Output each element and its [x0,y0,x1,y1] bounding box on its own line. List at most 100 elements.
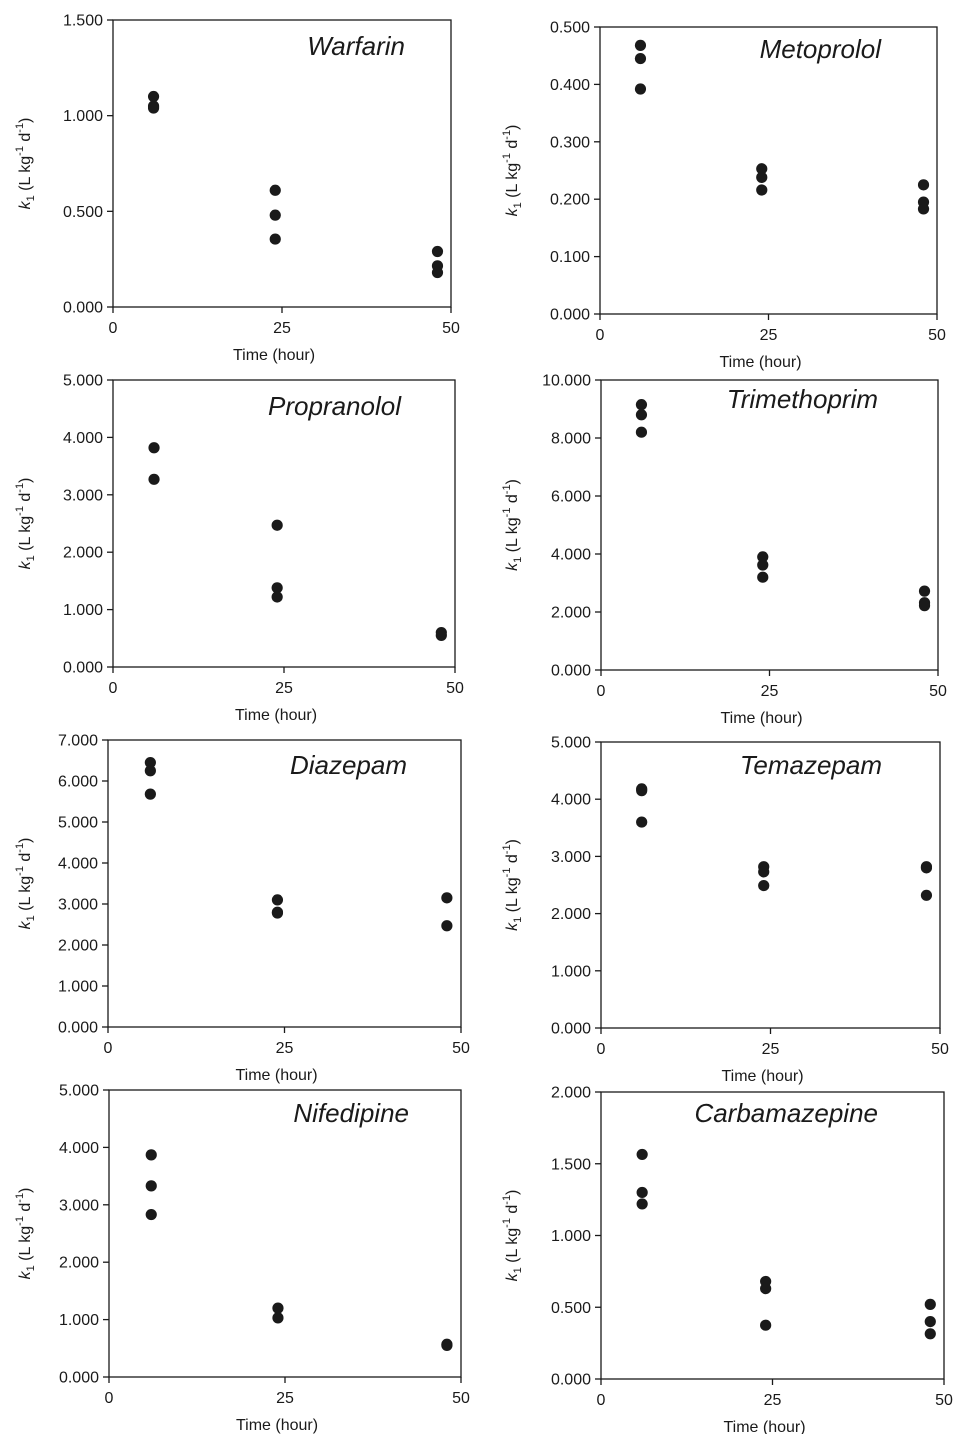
y-tick-label: 0.500 [551,1300,591,1317]
x-tick-label: 0 [105,1390,114,1407]
data-point [635,426,648,438]
data-point [269,184,281,196]
x-axis-label: Time (hour) [236,1417,318,1434]
x-tick-label: 25 [273,320,291,337]
y-tick-label: 2.000 [551,1085,591,1102]
x-axis-label: Time (hour) [233,347,315,364]
x-axis-label: Time (hour) [720,710,802,727]
x-tick-label: 0 [597,1041,606,1058]
y-tick-label: 2.000 [551,906,591,923]
data-point [634,39,647,51]
y-tick-label: 4.000 [63,430,103,447]
y-tick-label: 6.000 [58,774,98,791]
data-point [756,171,768,183]
panel-title: Trimethoprim [727,384,878,414]
y-tick-label: 4.000 [551,547,591,564]
y-tick-label: 0.000 [551,1021,591,1038]
y-tick-label: 7.000 [58,733,98,750]
data-point [756,163,768,175]
y-axis-label: k1 (L kg-1 d-1) [501,839,524,931]
data-point [145,1208,157,1221]
data-point [636,1186,648,1199]
data-point [635,399,648,411]
y-axis-label: k1 (L kg-1 d-1) [14,838,37,930]
data-point [144,756,156,769]
y-tick-label: 2.000 [58,938,98,955]
chart-panel-1: 0.000 0.500 1.000 1.500 0 25 50 Time (hour) k1 (… [14,13,460,365]
x-tick-label: 0 [109,320,118,337]
plot-frame [112,19,452,308]
y-tick-label: 2.000 [551,605,591,622]
data-point [147,102,160,114]
y-tick-label: 0.000 [58,1020,98,1037]
y-tick-label: 5.000 [58,815,98,832]
data-point [431,266,444,279]
y-axis-label: k1 (L kg-1 d-1) [14,478,37,570]
x-tick-label: 50 [931,1041,949,1058]
y-tick-label: 1.000 [58,979,98,996]
panel-title: Propranolol [268,391,402,421]
panel-title: Temazepam [740,750,882,780]
y-tick-label: 3.000 [59,1197,99,1214]
data-point [269,233,281,245]
y-tick-label: 0.400 [550,77,590,94]
data-point [435,629,447,642]
x-tick-label: 50 [442,320,460,337]
panel-title: Warfarin [307,31,405,61]
data-point [271,907,284,919]
y-tick-label: 0.000 [59,1370,99,1387]
panel-title: Nifedipine [293,1098,409,1128]
x-axis-label: Time (hour) [235,1067,317,1084]
y-axis-label: k1 (L kg-1 d-1) [14,1188,37,1280]
y-tick-label: 0.500 [550,20,590,37]
chart-panel-5: 0.000 1.000 2.000 3.000 4.000 5.000 6.000 7.000… [14,733,470,1085]
y-axis-label: k1 (L kg-1 d-1) [501,1190,524,1282]
y-tick-label: 10.000 [542,373,591,390]
y-tick-label: 5.000 [59,1083,99,1100]
data-point [431,245,444,258]
y-tick-label: 0.200 [550,192,590,209]
y-tick-label: 1.500 [551,1156,591,1173]
x-axis-label: Time (hour) [723,1419,805,1434]
x-tick-label: 50 [928,327,946,344]
y-tick-label: 1.000 [63,602,103,619]
y-tick-label: 1.000 [551,963,591,980]
data-point [924,1328,936,1340]
y-tick-label: 0.000 [551,1372,591,1389]
plot-frame [107,739,462,1028]
y-tick-label: 0.100 [550,249,590,266]
y-tick-label: 2.000 [59,1255,99,1272]
data-point [920,889,933,901]
data-point [758,866,770,878]
data-point [144,788,156,800]
y-tick-label: 5.000 [551,735,591,752]
x-tick-label: 0 [597,683,606,700]
chart-panel-4: 0.000 2.000 4.000 6.000 8.000 10.000 0 25 50 Time… [501,373,947,728]
x-tick-label: 50 [446,680,464,697]
x-tick-label: 50 [929,683,947,700]
plot-frame [112,379,456,668]
data-point [920,862,933,874]
x-tick-label: 0 [109,680,118,697]
y-tick-label: 0.300 [550,134,590,151]
data-point [147,90,160,103]
data-point [144,765,156,777]
x-tick-label: 25 [276,1040,294,1057]
chart-panel-7: 0.000 1.000 2.000 3.000 4.000 5.000 0 25 50 Time … [14,1083,470,1434]
y-tick-label: 4.000 [551,792,591,809]
data-point [758,879,770,892]
data-point [636,816,648,828]
data-point [760,1282,772,1295]
chart-panel-2: 0.000 0.100 0.200 0.300 0.400 0.500 0 25 50 Time … [501,20,946,372]
x-tick-label: 25 [761,683,779,700]
data-point [636,1148,648,1161]
chart-panel-6: 0.000 1.000 2.000 3.000 4.000 5.000 0 25 50 Time … [501,735,949,1086]
data-point [924,1298,936,1310]
data-point [148,442,160,454]
data-point [924,1316,936,1328]
data-point [757,551,769,563]
y-tick-label: 6.000 [551,489,591,506]
y-tick-label: 3.000 [63,487,103,504]
panel-title: Carbamazepine [694,1098,878,1128]
